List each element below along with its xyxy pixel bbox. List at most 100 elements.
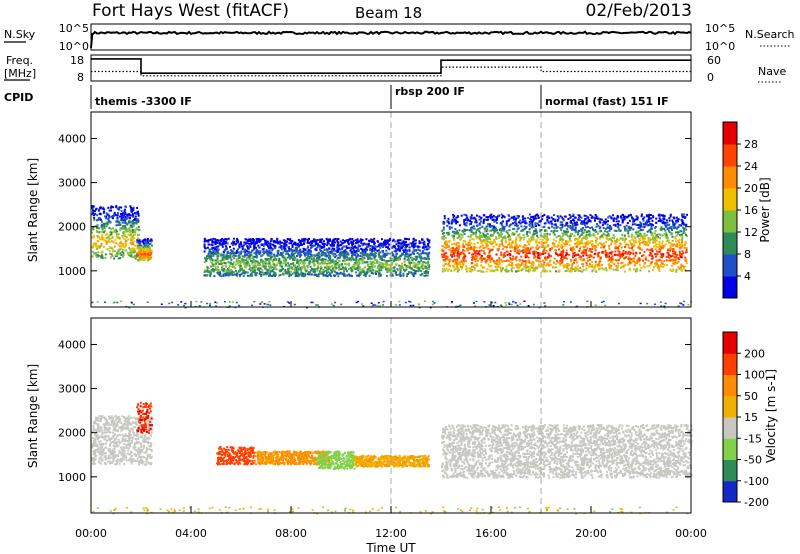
power-cell [129,230,132,233]
power-cell [100,244,103,247]
power-cell [357,248,360,251]
power-cell [333,266,336,269]
power-cell [134,257,137,260]
power-cell [586,247,589,250]
power-cell [492,245,495,248]
power-cell [126,217,129,220]
power-cell [367,254,370,257]
power-cell [323,249,326,251]
power-cell [296,258,299,261]
power-cell [270,246,273,249]
power-cell [410,242,413,245]
power-cell [239,260,242,263]
power-cell [378,267,381,270]
power-cell [122,219,125,222]
power-cell [95,252,97,255]
power-cell [251,270,254,273]
power-cell [299,262,302,265]
power-cell [98,208,101,211]
power-cell [307,251,310,254]
power-cell [228,256,231,259]
power-cell [224,265,227,268]
power-cell [666,221,669,224]
power-cell [366,264,369,267]
power-cell [593,216,596,219]
power-cell [671,232,674,235]
power-cell [244,242,247,245]
power-cell [427,247,430,250]
power-cell [206,274,209,277]
power-cell [122,249,125,252]
power-cell [251,249,254,252]
power-cell [442,220,445,223]
power-cell [385,254,388,256]
freq-label-2: [MHz] [4,67,36,80]
power-cell [117,253,120,256]
power-cell [544,252,547,254]
power-cell [105,243,108,246]
power-cell [218,263,221,266]
power-cell [542,266,545,269]
power-cell [350,250,353,253]
power-cell [385,261,388,264]
power-cell [96,224,99,227]
power-cell [568,263,571,266]
power-cell [664,229,667,232]
power-cell [482,270,485,273]
power-cell [109,206,112,209]
power-cell [492,259,495,262]
power-cell [207,252,210,255]
power-cell [330,249,333,252]
power-cell [652,215,655,218]
power-cell [561,223,564,226]
power-cell [446,255,449,258]
power-cell [507,260,510,262]
power-cell [520,236,523,239]
power-cell [240,273,243,276]
power-cell [608,247,611,250]
power-cell [266,269,269,272]
power-cell [93,210,96,213]
power-cell [624,263,627,266]
power-cell [406,255,409,258]
power-cell [491,257,494,260]
power-cell [390,259,393,262]
power-cell [111,236,114,239]
power-cell [415,270,418,273]
power-cell [610,252,613,255]
power-cell [147,241,150,243]
power-cell [582,268,585,271]
power-cell [377,244,380,247]
power-cell [418,242,421,245]
power-cell [251,274,254,277]
power-cell [297,239,300,241]
power-cell [212,237,215,240]
power-cell [93,218,96,221]
power-cell [108,250,111,253]
power-cell [627,243,630,246]
power-cell [269,244,272,247]
power-cell [489,223,492,226]
power-cell [605,267,607,270]
power-cell [527,265,530,268]
power-cell [393,245,396,248]
power-cell [137,255,140,258]
power-cell [110,209,113,212]
power-cell [469,233,472,236]
power-cell [502,248,504,251]
power-cell [144,247,147,250]
power-cell [303,239,306,242]
power-cell [523,265,526,268]
power-cell [677,257,680,260]
power-cell [144,253,146,256]
power-cell [337,257,340,260]
power-cell [573,219,576,222]
power-cell [532,215,534,218]
power-cell [565,230,568,233]
power-cell [271,269,274,271]
power-cell [269,257,272,260]
power-cell [142,256,145,259]
power-cell [405,266,408,269]
power-cell [483,214,486,217]
power-cell [290,248,292,251]
